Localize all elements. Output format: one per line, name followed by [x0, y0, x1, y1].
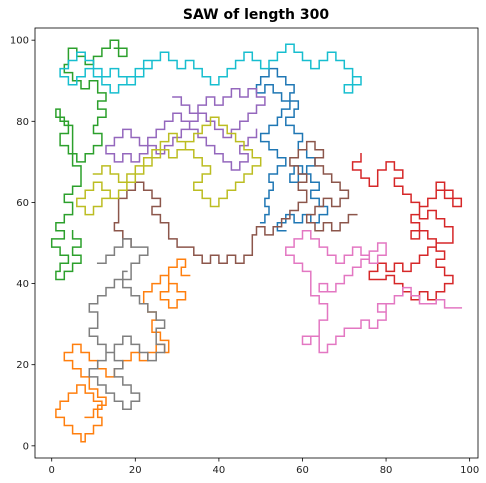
y-axis: 0 20 40 60 80 100: [10, 36, 35, 452]
y-tick-label: 40: [16, 279, 29, 290]
chart-title: SAW of length 300: [183, 7, 329, 23]
x-tick-label: 0: [49, 465, 55, 476]
axes-frame: [34, 27, 479, 459]
walk-series-9: [76, 116, 262, 216]
x-tick-label: 60: [296, 465, 309, 476]
plot-area: [34, 27, 479, 459]
x-tick-label: 40: [213, 465, 226, 476]
walk-series-2: [55, 258, 191, 443]
x-tick-label: 100: [460, 465, 479, 476]
x-tick-label: 80: [380, 465, 393, 476]
walk-series-8: [88, 238, 166, 411]
y-tick-label: 20: [16, 360, 29, 371]
walk-series-10: [59, 43, 362, 94]
y-tick-label: 100: [10, 36, 29, 47]
walk-series-7: [285, 230, 463, 354]
series-layer: [50, 39, 463, 443]
y-tick-label: 80: [16, 117, 29, 128]
x-axis: 0 20 40 60 80 100: [49, 458, 479, 476]
walk-series-5: [105, 88, 266, 171]
y-tick-label: 0: [23, 441, 29, 452]
x-tick-label: 20: [129, 465, 142, 476]
walk-series-6: [113, 140, 358, 265]
y-tick-label: 60: [16, 198, 29, 209]
walk-series-1: [255, 67, 329, 232]
walk-series-3: [50, 39, 128, 281]
